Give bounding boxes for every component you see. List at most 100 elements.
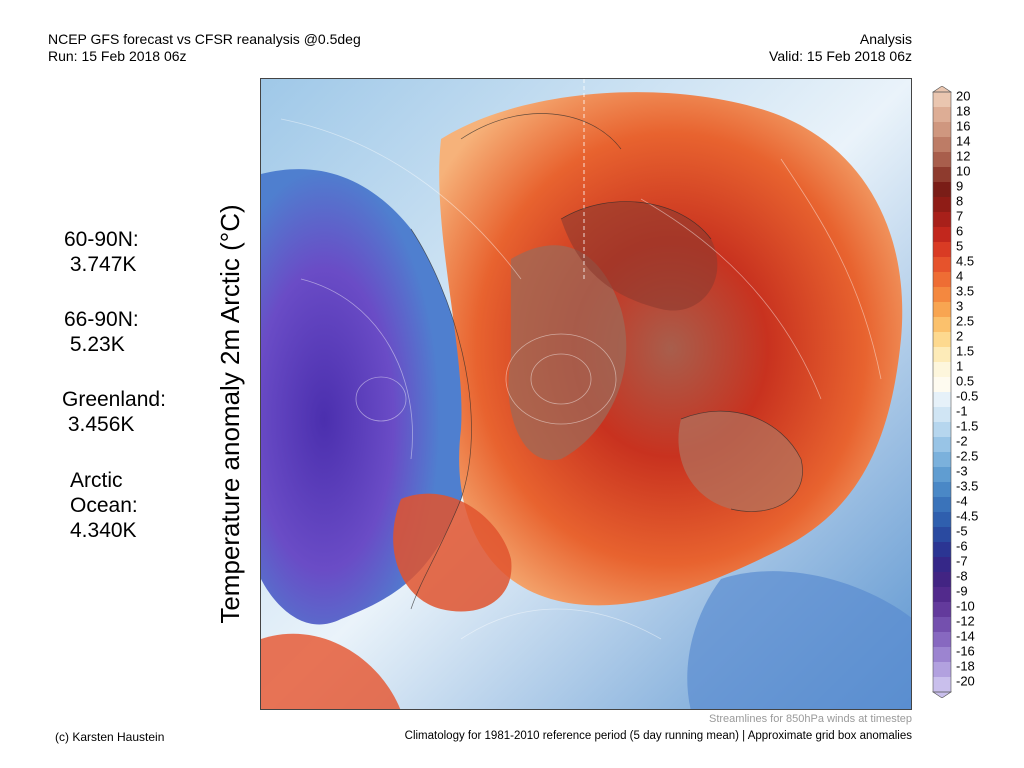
colorbar-tick-label: 6 — [956, 223, 964, 239]
colorbar-tick-label: 2.5 — [956, 313, 975, 329]
stat-greenland: Greenland: 3.456K — [62, 387, 166, 437]
colorbar-swatch — [933, 542, 951, 558]
stat-label: Ocean: — [70, 494, 138, 517]
colorbar-tick-label: -3 — [956, 463, 968, 479]
colorbar-tick-label: 3.5 — [956, 283, 975, 299]
colorbar-tick-label: 10 — [956, 163, 971, 179]
valid-time: Valid: 15 Feb 2018 06z — [769, 48, 912, 64]
vertical-axis-title: Temperature anomaly 2m Arctic (°C) — [215, 204, 245, 624]
stat-label: Greenland: — [62, 388, 166, 411]
colorbar-swatch — [933, 452, 951, 468]
colorbar-swatch — [933, 617, 951, 633]
colorbar-swatch — [933, 527, 951, 543]
stat-value: 4.340K — [70, 519, 137, 542]
colorbar-swatch — [933, 392, 951, 408]
colorbar-swatch — [933, 422, 951, 438]
colorbar-swatch — [933, 497, 951, 513]
colorbar-tick-label: -1.5 — [956, 418, 979, 434]
climatology-note: Climatology for 1981-2010 reference peri… — [404, 730, 912, 742]
stat-arctic-ocean: Arctic Ocean: 4.340K — [70, 468, 138, 543]
colorbar-swatch — [933, 482, 951, 498]
colorbar-tick-label: -20 — [956, 673, 975, 689]
colorbar-swatch — [933, 272, 951, 288]
stat-value: 5.23K — [64, 333, 125, 356]
colorbar-swatch — [933, 197, 951, 213]
colorbar-swatch — [933, 347, 951, 363]
colorbar-swatch — [933, 167, 951, 183]
colorbar-frame — [932, 91, 952, 693]
colorbar-tick-label: 1.5 — [956, 343, 975, 359]
colorbar-labels: 20 18 16 14 12 10 9 8 7 6 5 4.5 4 3.5 3 2.5 2 1.5 1 0.5 -0.5… — [956, 88, 1016, 692]
colorbar-swatch — [933, 557, 951, 573]
greenland-anomaly — [393, 493, 512, 612]
colorbar-tick-label: -1 — [956, 403, 968, 419]
colorbar — [932, 86, 952, 698]
colorbar-tick-label: 5 — [956, 238, 964, 254]
colorbar-tick-label: 7 — [956, 208, 964, 224]
colorbar-tick-label: 8 — [956, 193, 964, 209]
colorbar-tick-label: -5 — [956, 523, 968, 539]
colorbar-tick-label: -2 — [956, 433, 968, 449]
colorbar-swatch — [933, 587, 951, 603]
colorbar-swatch — [933, 182, 951, 198]
colorbar-swatch — [933, 242, 951, 258]
colorbar-tick-label: -7 — [956, 553, 968, 569]
analysis-label: Analysis — [859, 31, 912, 47]
colorbar-swatch — [933, 152, 951, 168]
colorbar-tick-label: 1 — [956, 358, 964, 374]
colorbar-swatch — [933, 212, 951, 228]
colorbar-swatch — [933, 407, 951, 423]
colorbar-tick-label: -4 — [956, 493, 968, 509]
stat-label: 66-90N: — [64, 308, 139, 331]
colorbar-swatch — [933, 677, 951, 693]
map-graphic — [261, 79, 911, 709]
colorbar-tick-label: -2.5 — [956, 448, 979, 464]
colorbar-swatch — [933, 137, 951, 153]
colorbar-swatch — [933, 122, 951, 138]
colorbar-tick-label: 20 — [956, 88, 971, 104]
colorbar-swatch — [933, 362, 951, 378]
coastlines — [410, 113, 803, 610]
colorbar-tick-label: 9 — [956, 178, 964, 194]
colorbar-swatch — [933, 377, 951, 393]
header-left: NCEP GFS forecast vs CFSR reanalysis @0.… — [48, 31, 361, 65]
colorbar-tick-label: 4.5 — [956, 253, 975, 269]
header-right: Analysis Valid: 15 Feb 2018 06z — [769, 31, 912, 65]
colorbar-bottom-arrow — [932, 691, 952, 698]
colorbar-tick-label: -8 — [956, 568, 968, 584]
colorbar-tick-label: -16 — [956, 643, 975, 659]
colorbar-tick-label: -0.5 — [956, 388, 979, 404]
colorbar-tick-label: -3.5 — [956, 478, 979, 494]
colorbar-tick-label: -14 — [956, 628, 975, 644]
stat-label: Arctic — [70, 469, 123, 492]
colorbar-swatch — [933, 662, 951, 678]
colorbar-tick-label: 16 — [956, 118, 971, 134]
colorbar-tick-label: 4 — [956, 268, 964, 284]
scandinavia-anomaly — [678, 411, 803, 512]
colorbar-tick-label: -4.5 — [956, 508, 979, 524]
arctic-ocean-anomaly — [508, 245, 627, 461]
colorbar-swatch — [933, 107, 951, 123]
colorbar-tick-label: -9 — [956, 583, 968, 599]
colorbar-tick-label: 18 — [956, 103, 971, 119]
colorbar-tick-label: 14 — [956, 133, 971, 149]
colorbar-swatch — [933, 302, 951, 318]
colorbar-tick-label: -6 — [956, 538, 968, 554]
credit: (c) Karsten Haustein — [55, 730, 165, 744]
stat-60-90n: 60-90N: 3.747K — [64, 227, 139, 277]
colorbar-tick-label: 0.5 — [956, 373, 975, 389]
colorbar-swatch — [933, 632, 951, 648]
colorbar-swatch — [933, 317, 951, 333]
colorbar-top-arrow — [932, 86, 952, 93]
colorbar-tick-label: 2 — [956, 328, 964, 344]
colorbar-swatch — [933, 257, 951, 273]
colorbar-tick-label: -12 — [956, 613, 975, 629]
colorbar-swatch — [933, 332, 951, 348]
colorbar-swatch — [933, 227, 951, 243]
colorbar-swatch — [933, 512, 951, 528]
colorbar-swatch — [933, 437, 951, 453]
colorbar-swatch — [933, 92, 951, 108]
colorbar-swatch — [933, 572, 951, 588]
stat-66-90n: 66-90N: 5.23K — [64, 307, 139, 357]
colorbar-swatch — [933, 287, 951, 303]
